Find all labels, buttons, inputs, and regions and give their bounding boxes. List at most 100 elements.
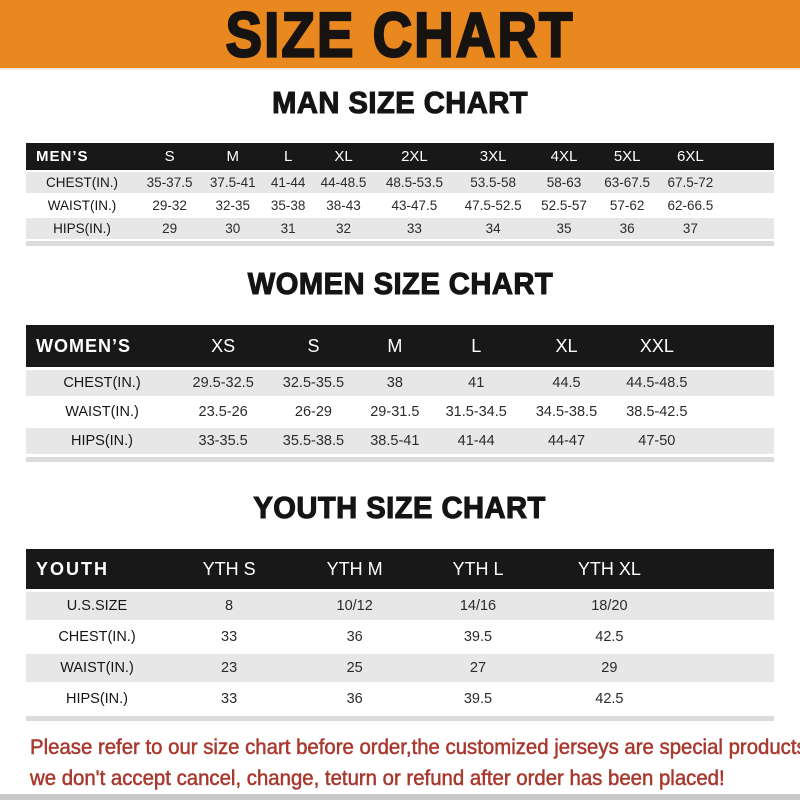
size-table: WOMEN’S XS S M L XL XXL CHEST(IN.) 29.5-32.5 32.5… — [26, 322, 774, 457]
column-header: L — [431, 325, 522, 367]
spacer-cell — [682, 685, 774, 713]
column-header: S — [138, 143, 202, 170]
spacer-cell — [722, 218, 774, 239]
table-header-band: YOUTH YTH S YTH M YTH L YTH XL — [26, 549, 774, 589]
page-title: SIZE CHART — [225, 0, 575, 70]
row-label: HIPS(IN.) — [26, 428, 178, 454]
size-value-cell: 47.5-52.5 — [453, 195, 533, 216]
column-header: 6XL — [658, 143, 722, 170]
size-value-cell: 29-32 — [138, 195, 202, 216]
size-value-cell: 44.5-48.5 — [611, 370, 702, 396]
size-value-cell: 38.5-41 — [358, 428, 432, 454]
row-label: U.S.SIZE — [26, 592, 168, 620]
banner: SIZE CHART — [0, 0, 800, 70]
size-value-cell: 35-38 — [264, 195, 312, 216]
table-row: U.S.SIZE 8 10/12 14/16 18/20 — [26, 592, 774, 620]
size-value-cell: 18/20 — [536, 592, 682, 620]
size-value-cell: 36 — [290, 623, 420, 651]
size-chart-sections: MAN SIZE CHART MEN’S S M L XL 2XL 3XL 4XL 5XL 6XL C… — [26, 84, 774, 721]
corner-label: WOMEN’S — [26, 325, 178, 367]
size-value-cell: 29-31.5 — [358, 399, 432, 425]
table-row: HIPS(IN.) 33-35.5 35.5-38.5 38.5-41 41-44 44-… — [26, 428, 774, 454]
footer-note: Please refer to our size chart before or… — [0, 732, 800, 794]
bottom-strip — [0, 794, 800, 800]
row-label: WAIST(IN.) — [26, 195, 138, 216]
size-table: YOUTH YTH S YTH M YTH L YTH XL U.S.SIZE 8 10/12… — [26, 546, 774, 716]
size-value-cell: 29 — [138, 218, 202, 239]
spacer-cell — [702, 370, 774, 396]
size-value-cell: 44-47 — [521, 428, 612, 454]
size-value-cell: 23 — [168, 654, 291, 682]
table-row: CHEST(IN.) 35-37.5 37.5-41 41-44 44-48.5 48.5… — [26, 172, 774, 193]
size-value-cell: 67.5-72 — [658, 172, 722, 193]
corner-label: MEN’S — [26, 143, 138, 170]
row-label: HIPS(IN.) — [26, 218, 138, 239]
corner-label: YOUTH — [26, 549, 168, 589]
column-header: YTH S — [168, 549, 291, 589]
table-row: WAIST(IN.) 23.5-26 26-29 29-31.5 31.5-34.5 34… — [26, 399, 774, 425]
size-value-cell: 32 — [311, 218, 376, 239]
column-header: XS — [178, 325, 269, 367]
column-header: XL — [311, 143, 376, 170]
column-header: XL — [521, 325, 612, 367]
table-row: WAIST(IN.) 23 25 27 29 — [26, 654, 774, 682]
table-row: WAIST(IN.) 29-32 32-35 35-38 38-43 43-47.5 47.… — [26, 195, 774, 216]
size-value-cell: 14/16 — [419, 592, 537, 620]
spacer-cell — [702, 325, 774, 367]
size-value-cell: 44-48.5 — [311, 172, 376, 193]
table-row: CHEST(IN.) 33 36 39.5 42.5 — [26, 623, 774, 651]
column-header: XXL — [611, 325, 702, 367]
column-header: YTH XL — [536, 549, 682, 589]
size-chart-section: MAN SIZE CHART MEN’S S M L XL 2XL 3XL 4XL 5XL 6XL C… — [26, 84, 774, 246]
size-value-cell: 30 — [201, 218, 265, 239]
spacer-cell — [682, 549, 774, 589]
row-label: HIPS(IN.) — [26, 685, 168, 713]
size-value-cell: 47-50 — [611, 428, 702, 454]
spacer-cell — [702, 428, 774, 454]
column-header: 4XL — [532, 143, 596, 170]
size-chart-section: WOMEN SIZE CHART WOMEN’S XS S M L XL XXL CHEST(I… — [26, 265, 774, 462]
size-value-cell: 35 — [532, 218, 596, 239]
spacer-cell — [722, 172, 774, 193]
size-value-cell: 37 — [658, 218, 722, 239]
table-header-band: WOMEN’S XS S M L XL XXL — [26, 325, 774, 367]
size-value-cell: 52.5-57 — [532, 195, 596, 216]
size-value-cell: 25 — [290, 654, 420, 682]
column-header: 5XL — [595, 143, 659, 170]
column-header: S — [268, 325, 359, 367]
table-header-band: MEN’S S M L XL 2XL 3XL 4XL 5XL 6XL — [26, 143, 774, 170]
size-value-cell: 39.5 — [419, 623, 537, 651]
column-header: YTH L — [419, 549, 537, 589]
size-value-cell: 33-35.5 — [178, 428, 269, 454]
size-value-cell: 41-44 — [431, 428, 522, 454]
table-row: HIPS(IN.) 33 36 39.5 42.5 — [26, 685, 774, 713]
size-value-cell: 31 — [264, 218, 312, 239]
size-value-cell: 35.5-38.5 — [268, 428, 359, 454]
size-table: MEN’S S M L XL 2XL 3XL 4XL 5XL 6XL CHEST(IN.) 35-37… — [26, 141, 774, 241]
size-value-cell: 43-47.5 — [375, 195, 454, 216]
size-value-cell: 34 — [453, 218, 533, 239]
footer-line-2: we don't accept cancel, change, teturn o… — [30, 767, 725, 791]
spacer-cell — [722, 195, 774, 216]
size-value-cell: 35-37.5 — [138, 172, 202, 193]
size-value-cell: 42.5 — [536, 623, 682, 651]
size-value-cell: 38.5-42.5 — [611, 399, 702, 425]
table-row: HIPS(IN.) 29 30 31 32 33 34 35 36 37 — [26, 218, 774, 239]
spacer-cell — [722, 143, 774, 170]
size-value-cell: 57-62 — [595, 195, 659, 216]
footer-line-1: Please refer to our size chart before or… — [30, 736, 800, 760]
size-value-cell: 29.5-32.5 — [178, 370, 269, 396]
size-value-cell: 39.5 — [419, 685, 537, 713]
size-value-cell: 48.5-53.5 — [375, 172, 454, 193]
column-header: L — [264, 143, 312, 170]
row-label: WAIST(IN.) — [26, 654, 168, 682]
size-value-cell: 8 — [168, 592, 291, 620]
row-label: CHEST(IN.) — [26, 172, 138, 193]
column-header: 2XL — [375, 143, 454, 170]
section-heading-text: WOMEN SIZE CHART — [247, 265, 553, 301]
column-header: YTH M — [290, 549, 420, 589]
section-heading: MAN SIZE CHART — [26, 84, 774, 124]
size-value-cell: 63-67.5 — [595, 172, 659, 193]
row-label: WAIST(IN.) — [26, 399, 178, 425]
